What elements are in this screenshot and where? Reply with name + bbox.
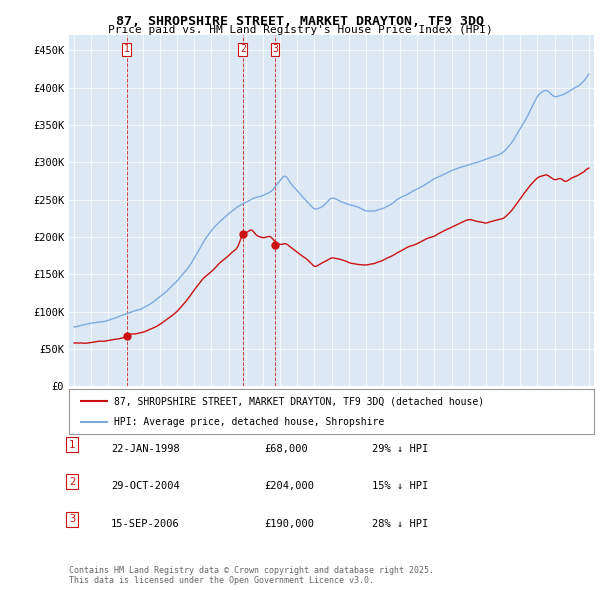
Text: 15-SEP-2006: 15-SEP-2006 <box>111 519 180 529</box>
Text: 3: 3 <box>272 44 278 54</box>
Text: £204,000: £204,000 <box>264 481 314 491</box>
Text: 1: 1 <box>69 440 75 450</box>
Text: Contains HM Land Registry data © Crown copyright and database right 2025.
This d: Contains HM Land Registry data © Crown c… <box>69 566 434 585</box>
Text: 29% ↓ HPI: 29% ↓ HPI <box>372 444 428 454</box>
Text: £68,000: £68,000 <box>264 444 308 454</box>
Text: 3: 3 <box>69 514 75 525</box>
Text: £190,000: £190,000 <box>264 519 314 529</box>
Text: 2: 2 <box>69 477 75 487</box>
Text: 2: 2 <box>240 44 246 54</box>
Text: 28% ↓ HPI: 28% ↓ HPI <box>372 519 428 529</box>
Text: 22-JAN-1998: 22-JAN-1998 <box>111 444 180 454</box>
Text: HPI: Average price, detached house, Shropshire: HPI: Average price, detached house, Shro… <box>113 417 384 427</box>
Text: 87, SHROPSHIRE STREET, MARKET DRAYTON, TF9 3DQ (detached house): 87, SHROPSHIRE STREET, MARKET DRAYTON, T… <box>113 396 484 407</box>
Text: Price paid vs. HM Land Registry's House Price Index (HPI): Price paid vs. HM Land Registry's House … <box>107 25 493 35</box>
Text: 1: 1 <box>124 44 130 54</box>
Text: 29-OCT-2004: 29-OCT-2004 <box>111 481 180 491</box>
Text: 87, SHROPSHIRE STREET, MARKET DRAYTON, TF9 3DQ: 87, SHROPSHIRE STREET, MARKET DRAYTON, T… <box>116 15 484 28</box>
Text: 15% ↓ HPI: 15% ↓ HPI <box>372 481 428 491</box>
